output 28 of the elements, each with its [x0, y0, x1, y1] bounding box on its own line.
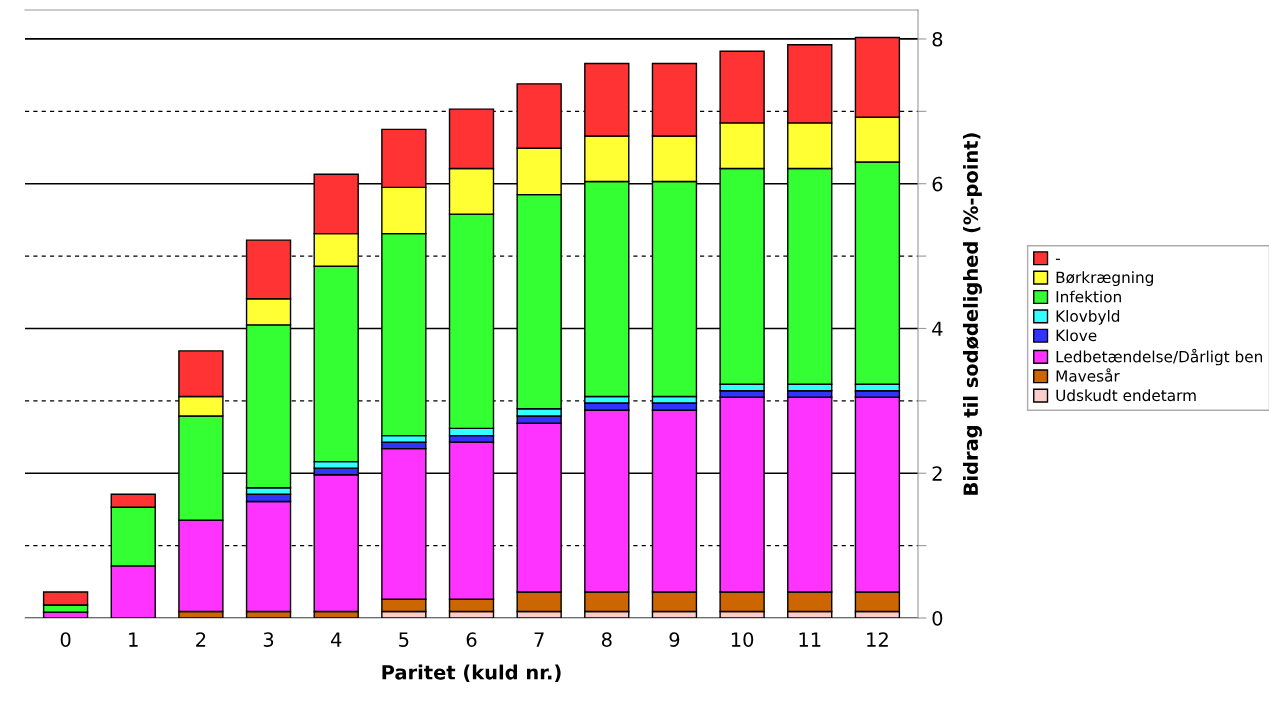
y-tick-label: 4: [932, 321, 943, 336]
legend-label: Klovbyld: [1056, 310, 1120, 325]
legend-label: Infektion: [1056, 290, 1121, 303]
x-axis-title: Paritet (kuld nr.): [382, 664, 561, 682]
legend-label: -: [1055, 258, 1060, 260]
y-tick-label: 6: [932, 176, 943, 192]
legend-label: Klove: [1056, 329, 1097, 342]
y-tick-label: 0: [932, 610, 943, 626]
x-tick-label: 3: [263, 632, 274, 647]
x-tick-label: 7: [534, 632, 544, 647]
x-tick-label: 5: [399, 632, 409, 647]
x-tick-label: 6: [466, 632, 477, 647]
x-tick-label: 2: [196, 632, 206, 647]
legend-label: Ledbetændelse/Dårligt ben: [1056, 348, 1263, 366]
x-tick-label: 11: [799, 632, 821, 647]
legend-label: Udskudt endetarm: [1056, 389, 1196, 402]
x-tick-label: 0: [60, 632, 71, 647]
x-tick-label: 8: [601, 632, 612, 647]
legend-label: Mavesår: [1056, 368, 1120, 382]
y-tick-label: 2: [932, 466, 942, 481]
y-tick-label: 8: [932, 31, 943, 47]
x-tick-label: 10: [731, 632, 754, 647]
x-tick-label: 12: [867, 632, 888, 647]
x-tick-label: 9: [669, 632, 680, 647]
y-axis-title: Bidrag til sodødelighed (%-point): [963, 133, 982, 495]
x-tick-label: 1: [129, 632, 138, 647]
x-tick-label: 4: [330, 632, 342, 647]
legend-label: Børkrægning: [1056, 271, 1153, 287]
